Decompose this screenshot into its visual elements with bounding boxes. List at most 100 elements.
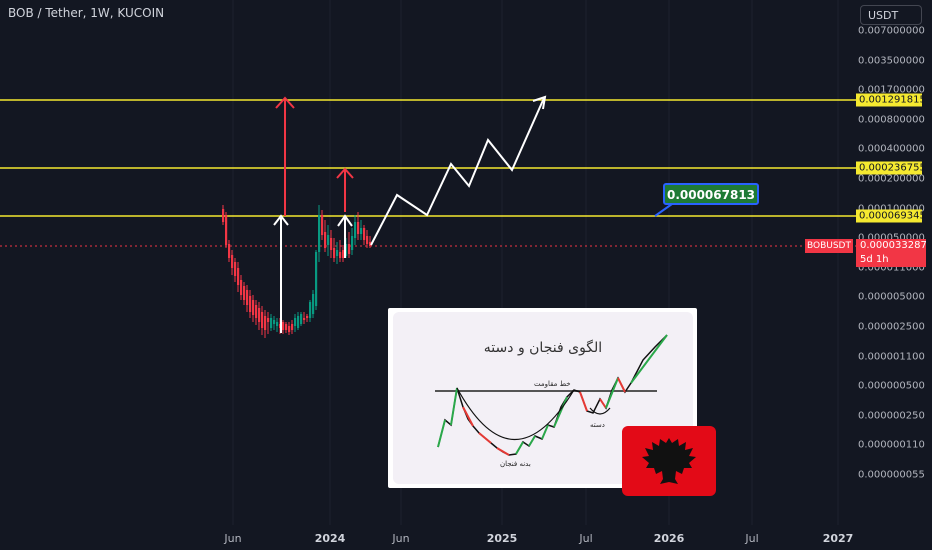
current-price-tag: 0.000033287 5d 1h [856,239,927,267]
candle-body [342,250,345,258]
y-tick-label: 0.000000500 [858,380,925,392]
y-tick-label: 0.000100000 [858,203,925,214]
candle-body [306,316,309,318]
y-tick-label: 0.000800000 [858,114,925,126]
green-up-6 [553,396,568,428]
candle-body [330,238,333,250]
candle-body [228,244,231,258]
red-down-4 [579,391,588,412]
candle-body [234,262,237,276]
candle-body [318,215,321,252]
x-tick-label: Jul [745,532,759,545]
candle-body [351,236,354,250]
current-price-value: 0.000033287 [860,240,927,251]
y-tick-label: 0.000001100 [858,351,925,363]
candle-body [348,244,351,254]
candle-body [366,236,369,244]
chart-title: BOB / Tether, 1W, KUCOIN [8,6,165,20]
candle-body [309,302,312,318]
y-tick-label: 0.000000055 [858,469,925,481]
candle-body [327,235,330,245]
candle-body [360,228,363,234]
y-tick-label: 0.000005000 [858,291,925,303]
cup-handle-diagram [435,334,668,456]
x-tick-label: Jun [224,532,242,545]
candle-body [252,300,255,315]
horizontal-levels [0,99,856,217]
candle-body [237,268,240,285]
candle-body [312,294,315,314]
red-down-2 [478,432,492,444]
candle-body [294,318,297,326]
y-tick-label: 0.003500000 [858,55,925,67]
red-arrow-2-head [336,167,354,179]
callout-pointer [654,203,673,217]
candle-body [291,324,294,330]
candle-body [225,215,228,245]
candle-body [258,308,261,322]
green-up-5 [541,424,549,440]
x-tick-label: 2026 [653,532,685,545]
green-up-3 [515,441,524,455]
red-down-3 [496,447,510,456]
x-tick-label: 2025 [486,532,518,545]
green-up-2 [450,387,458,426]
candle-body [246,290,249,305]
white-arrow-1-head [273,214,289,226]
currency-button[interactable]: USDT [860,5,922,25]
countdown: 5d 1h [860,254,889,265]
candle-body [231,255,234,268]
candle-body [354,222,357,238]
candle-body [369,242,372,246]
candle-body [339,252,342,258]
green-up-4 [528,435,536,447]
candle-body [249,296,252,312]
red-down-1 [462,406,474,427]
inset-title: الگوی فنجان و دسته [483,340,603,356]
white-arrow-2-head [337,214,353,227]
y-tick-label: 0.000000250 [858,410,925,422]
level-price-label: 0.000236755 [856,161,926,175]
candle-body [324,232,327,248]
level-price-label: 0.001291815 [856,93,926,107]
x-tick-label: 2027 [822,532,854,545]
projected-path [370,97,545,246]
red-arrow-1-head [275,96,295,109]
x-tick-label: 2024 [314,532,346,545]
green-up-7 [599,398,607,409]
y-tick-label: 0.007000000 [858,25,925,37]
y-tick-label: 0.000200000 [858,173,925,185]
grid [232,0,839,525]
candle-body [285,324,288,330]
x-tick-label: Jul [579,532,593,545]
resistance-label: خط مقاومت [534,380,571,388]
candle-body [282,322,285,330]
x-tick-label: Jun [392,532,410,545]
candle-body [345,244,348,256]
albania-flag-badge [622,426,716,496]
y-tick-label: 0.000400000 [858,143,925,155]
double-headed-eagle-icon [642,438,696,484]
green-up-9 [630,334,668,384]
candle-body [303,318,306,320]
candle-body [363,228,366,240]
handle-arc [589,407,611,415]
candle-body [300,314,303,324]
candle-body [297,316,300,328]
candle-body [267,318,270,322]
candle-body [321,215,324,235]
candle-body [276,322,279,326]
candle-body [336,250,339,256]
candle-body [288,326,291,332]
symbol-tag: BOBUSDT [805,239,853,253]
green-up-1 [437,419,446,448]
projected-path-head [532,95,547,110]
red-down-5 [617,377,626,393]
candle-body [333,248,336,258]
y-tick-label: 0.000000110 [858,439,925,451]
cup-arc [456,387,575,441]
candle-body [222,209,225,222]
candle-body [273,320,276,324]
